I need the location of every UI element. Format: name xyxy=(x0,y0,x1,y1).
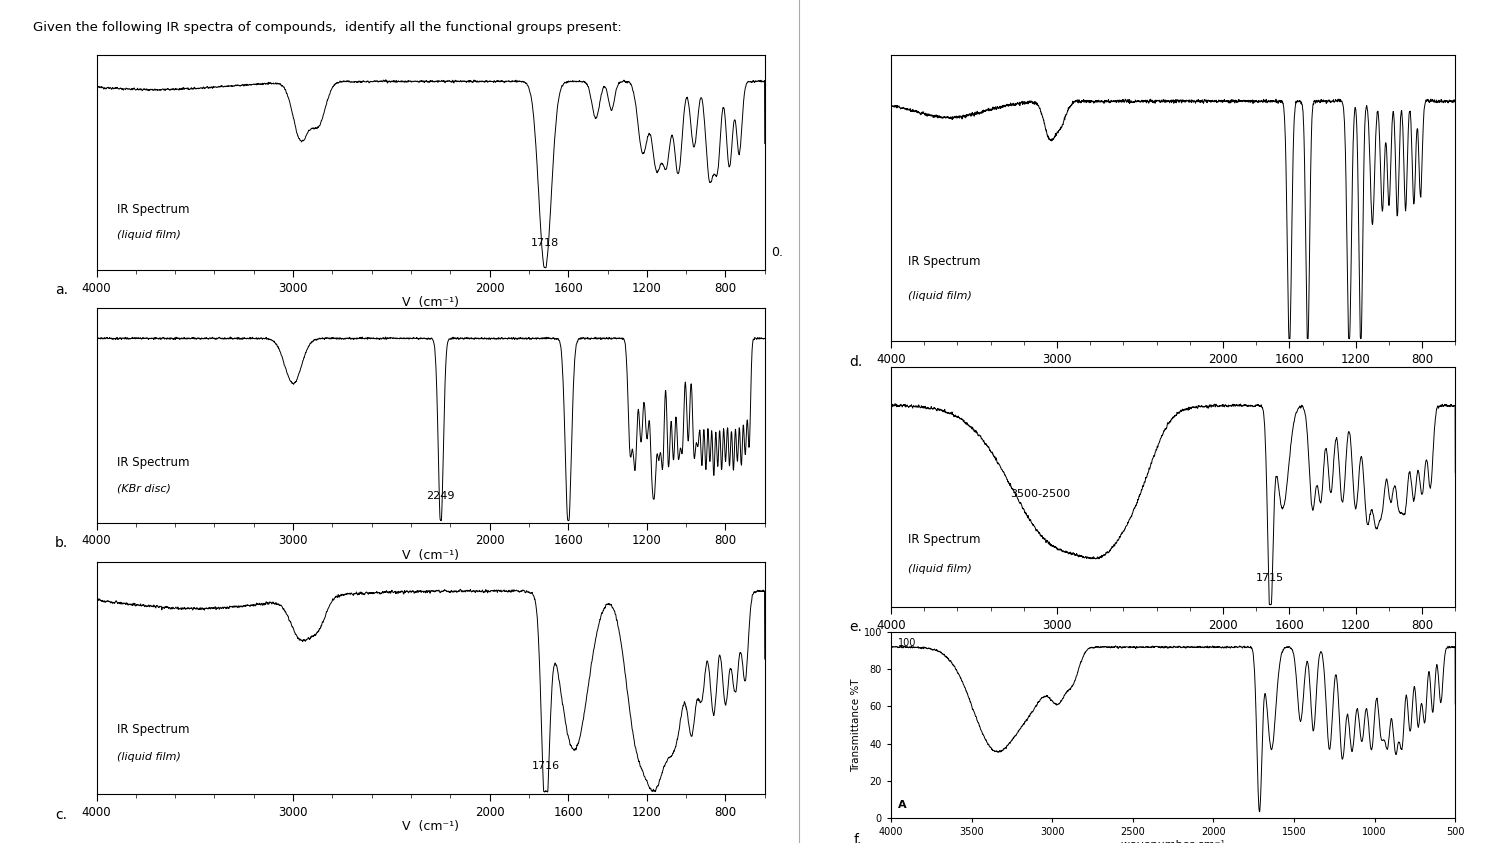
Y-axis label: Transmittance %T: Transmittance %T xyxy=(851,679,861,771)
X-axis label: V  (cm⁻¹): V (cm⁻¹) xyxy=(402,296,459,309)
Text: (liquid film): (liquid film) xyxy=(117,752,181,762)
Text: 1718: 1718 xyxy=(532,239,560,248)
Text: IR Spectrum: IR Spectrum xyxy=(117,722,189,736)
X-axis label: wavenumber cm⁻¹: wavenumber cm⁻¹ xyxy=(1121,840,1225,843)
X-axis label: V  (cm⁻¹): V (cm⁻¹) xyxy=(402,549,459,561)
Text: 100: 100 xyxy=(898,638,916,647)
Text: 0.: 0. xyxy=(772,246,784,259)
Text: 1716: 1716 xyxy=(532,761,560,771)
Text: b.: b. xyxy=(55,536,68,550)
Text: 2249: 2249 xyxy=(426,491,454,501)
Text: A: A xyxy=(898,800,906,810)
Text: IR Spectrum: IR Spectrum xyxy=(907,255,980,268)
Text: f.: f. xyxy=(854,833,863,843)
Text: Given the following IR spectra of compounds,  identify all the functional groups: Given the following IR spectra of compou… xyxy=(33,21,621,34)
X-axis label: V  (cm⁻¹): V (cm⁻¹) xyxy=(1145,368,1201,380)
Text: 1715: 1715 xyxy=(1256,573,1285,583)
Text: IR Spectrum: IR Spectrum xyxy=(907,533,980,546)
Text: c.: c. xyxy=(55,808,67,822)
Text: e.: e. xyxy=(849,620,863,635)
Text: 3500-2500: 3500-2500 xyxy=(1010,489,1071,499)
X-axis label: V  (cm⁻¹): V (cm⁻¹) xyxy=(1145,633,1201,646)
Text: a.: a. xyxy=(55,283,68,298)
X-axis label: V  (cm⁻¹): V (cm⁻¹) xyxy=(402,820,459,833)
Text: d.: d. xyxy=(849,355,863,369)
Text: (liquid film): (liquid film) xyxy=(907,291,971,301)
Text: IR Spectrum: IR Spectrum xyxy=(117,203,189,216)
Text: (liquid film): (liquid film) xyxy=(907,563,971,573)
Text: (KBr disc): (KBr disc) xyxy=(117,483,171,493)
Text: IR Spectrum: IR Spectrum xyxy=(117,456,189,469)
Text: (liquid film): (liquid film) xyxy=(117,230,181,240)
